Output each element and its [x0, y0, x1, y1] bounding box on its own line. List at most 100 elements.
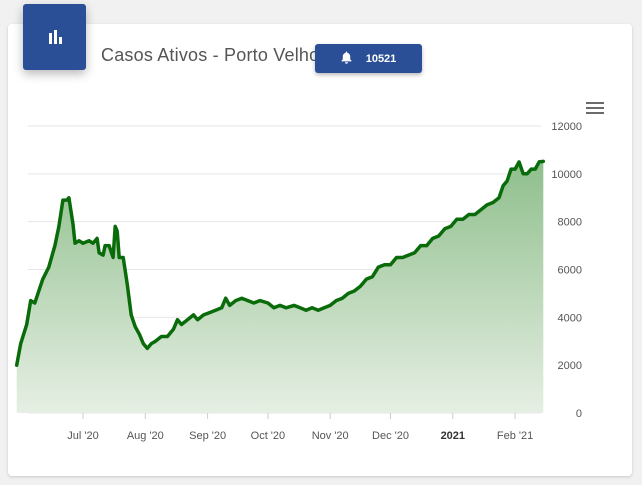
data-point[interactable]: [522, 172, 525, 175]
data-point[interactable]: [534, 167, 537, 171]
data-point[interactable]: [542, 160, 545, 163]
data-point[interactable]: [87, 239, 91, 242]
data-point[interactable]: [455, 218, 458, 221]
data-point[interactable]: [443, 227, 446, 230]
data-point[interactable]: [401, 256, 404, 259]
data-point[interactable]: [530, 167, 533, 171]
data-point[interactable]: [180, 323, 183, 326]
data-point[interactable]: [284, 306, 288, 309]
data-point[interactable]: [118, 256, 121, 259]
data-point[interactable]: [224, 297, 227, 300]
data-point[interactable]: [47, 265, 50, 269]
data-point[interactable]: [425, 244, 428, 247]
data-point[interactable]: [485, 203, 489, 207]
data-point[interactable]: [160, 335, 163, 338]
data-point[interactable]: [67, 196, 71, 199]
data-point[interactable]: [298, 306, 302, 309]
data-point[interactable]: [389, 263, 392, 266]
data-point[interactable]: [196, 318, 199, 321]
data-point[interactable]: [61, 198, 65, 202]
data-point[interactable]: [467, 213, 471, 216]
data-point[interactable]: [497, 196, 501, 199]
data-point[interactable]: [449, 225, 452, 228]
data-point[interactable]: [122, 256, 125, 259]
data-point[interactable]: [134, 325, 137, 329]
data-point[interactable]: [146, 347, 149, 350]
data-point[interactable]: [95, 237, 99, 240]
data-point[interactable]: [176, 318, 179, 321]
data-point[interactable]: [228, 304, 231, 307]
data-point[interactable]: [419, 244, 422, 247]
data-point[interactable]: [186, 318, 189, 321]
data-point[interactable]: [347, 292, 350, 295]
data-point[interactable]: [37, 289, 40, 293]
data-point[interactable]: [126, 282, 129, 286]
data-point[interactable]: [97, 251, 101, 254]
data-point[interactable]: [33, 301, 36, 305]
data-point[interactable]: [461, 218, 465, 221]
data-point[interactable]: [335, 299, 338, 302]
data-point[interactable]: [371, 275, 374, 278]
data-point[interactable]: [138, 332, 141, 336]
data-point[interactable]: [154, 340, 157, 343]
data-point[interactable]: [517, 160, 521, 164]
data-point[interactable]: [526, 172, 529, 175]
data-point[interactable]: [29, 299, 32, 302]
data-point[interactable]: [501, 184, 505, 187]
data-point[interactable]: [246, 299, 249, 302]
data-point[interactable]: [65, 198, 69, 202]
data-point[interactable]: [240, 297, 243, 300]
data-point[interactable]: [491, 201, 495, 204]
data-point[interactable]: [341, 297, 344, 300]
data-point[interactable]: [323, 306, 326, 309]
data-point[interactable]: [81, 242, 85, 245]
data-point[interactable]: [413, 251, 416, 254]
data-point[interactable]: [192, 313, 195, 317]
data-point[interactable]: [166, 335, 169, 338]
data-point[interactable]: [437, 234, 440, 238]
data-point[interactable]: [473, 213, 477, 216]
data-point[interactable]: [234, 299, 237, 302]
hamburger-menu-icon[interactable]: [585, 100, 605, 116]
data-point[interactable]: [509, 167, 513, 171]
data-point[interactable]: [107, 244, 111, 247]
data-point[interactable]: [103, 244, 107, 247]
data-point[interactable]: [258, 299, 262, 302]
data-point[interactable]: [292, 304, 296, 307]
data-point[interactable]: [359, 285, 362, 288]
data-point[interactable]: [252, 301, 255, 305]
data-point[interactable]: [150, 342, 153, 345]
data-point[interactable]: [41, 277, 44, 281]
data-point[interactable]: [73, 242, 77, 245]
data-point[interactable]: [513, 167, 517, 171]
data-point[interactable]: [114, 225, 117, 228]
data-point[interactable]: [172, 328, 175, 331]
data-point[interactable]: [538, 160, 541, 164]
data-point[interactable]: [377, 265, 380, 269]
data-point[interactable]: [130, 313, 133, 317]
data-point[interactable]: [116, 230, 119, 233]
data-point[interactable]: [57, 225, 61, 228]
data-point[interactable]: [407, 253, 410, 257]
data-point[interactable]: [266, 301, 270, 305]
data-point[interactable]: [431, 237, 434, 240]
data-point[interactable]: [202, 313, 205, 317]
data-point[interactable]: [71, 222, 75, 226]
data-point[interactable]: [220, 306, 223, 309]
data-point[interactable]: [111, 256, 115, 259]
data-point[interactable]: [25, 323, 28, 326]
data-point[interactable]: [77, 239, 81, 242]
data-point[interactable]: [479, 208, 483, 211]
data-point[interactable]: [383, 263, 386, 266]
data-point[interactable]: [214, 309, 217, 312]
data-point[interactable]: [15, 364, 18, 367]
data-point[interactable]: [329, 304, 332, 307]
data-point[interactable]: [53, 244, 57, 247]
data-point[interactable]: [278, 304, 282, 307]
data-point[interactable]: [505, 179, 509, 183]
data-point[interactable]: [310, 306, 314, 309]
data-point[interactable]: [272, 306, 276, 309]
data-point[interactable]: [142, 342, 145, 345]
data-point[interactable]: [353, 289, 356, 293]
data-point[interactable]: [317, 309, 320, 312]
